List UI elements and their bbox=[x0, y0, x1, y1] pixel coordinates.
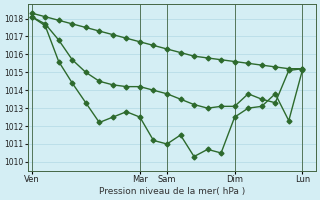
X-axis label: Pression niveau de la mer( hPa ): Pression niveau de la mer( hPa ) bbox=[99, 187, 245, 196]
